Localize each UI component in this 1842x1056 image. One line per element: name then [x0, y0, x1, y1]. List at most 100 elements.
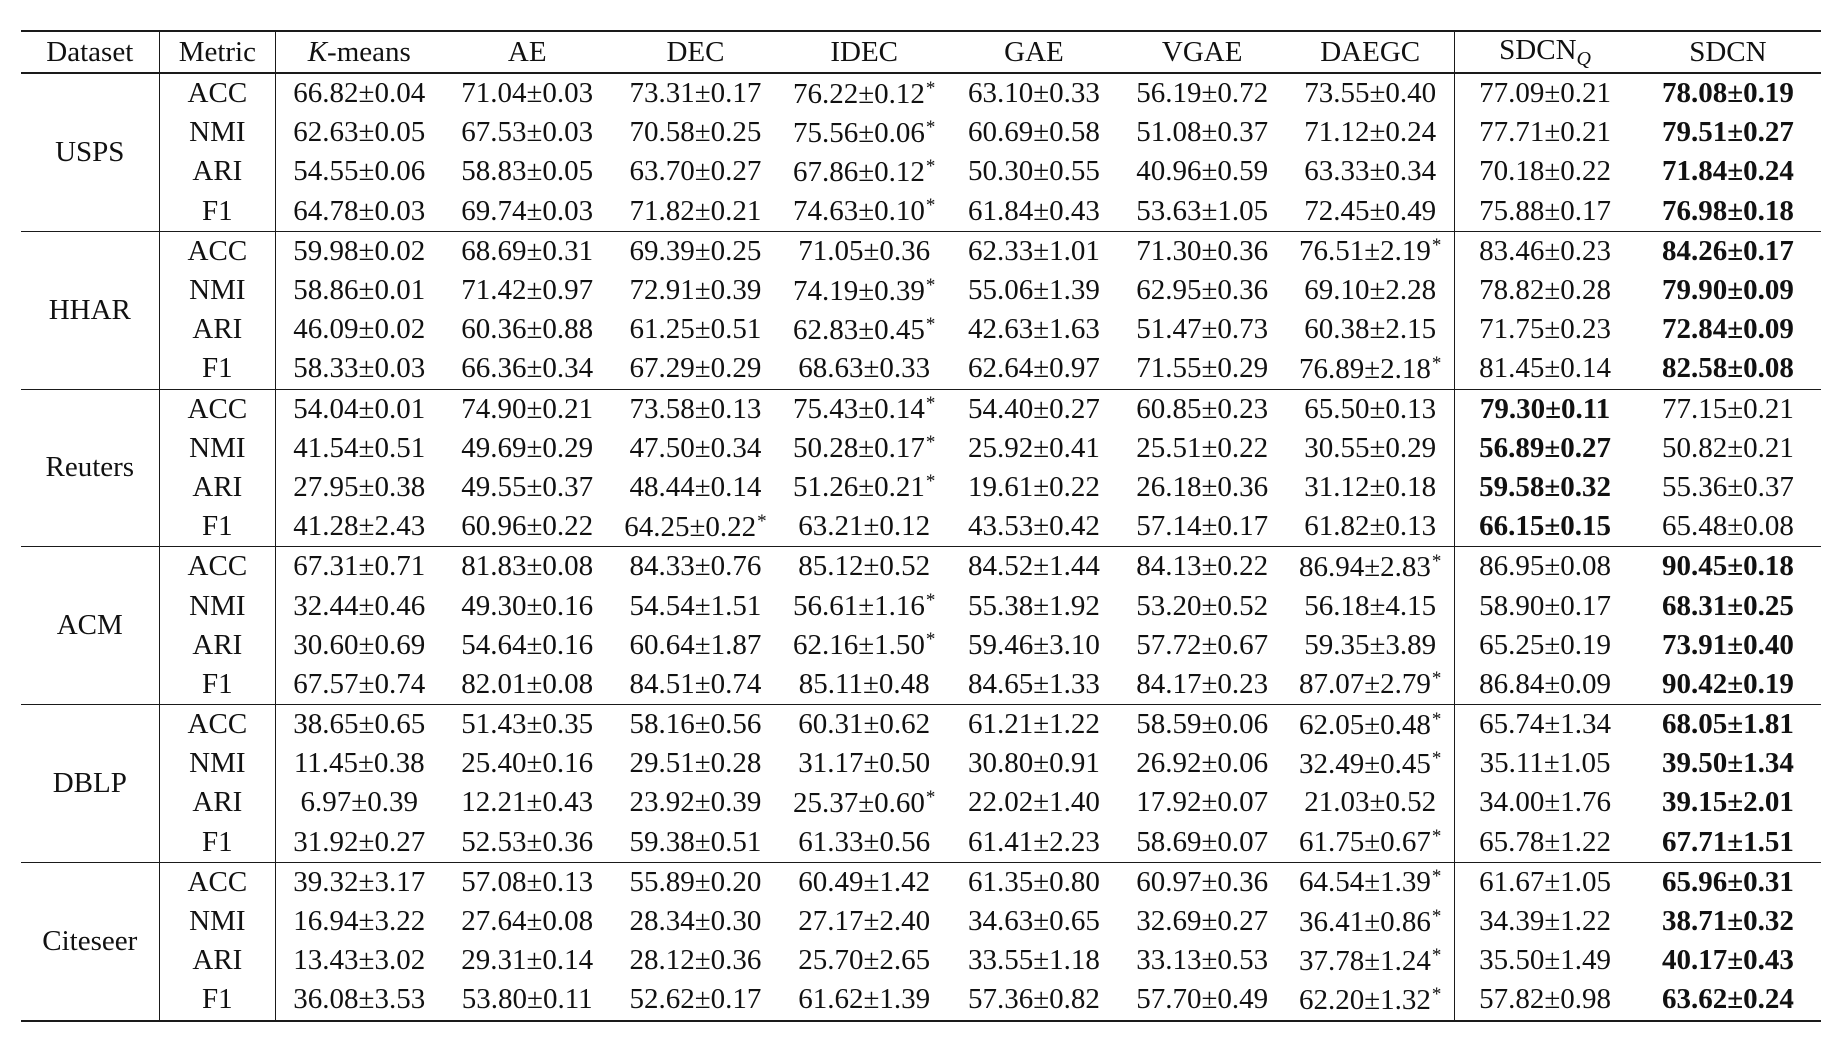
cell-value: 60.97±0.36 [1136, 865, 1269, 898]
cell-value: 90.45±0.18 [1661, 550, 1794, 583]
value-cell: 60.31±0.62 [779, 705, 950, 745]
value-cell: 62.16±1.50* [779, 626, 950, 665]
header-sdcnq: SDCNQ [1454, 30, 1635, 74]
value-cell: 67.53±0.03 [442, 113, 612, 152]
table-row: NMI 41.54±0.51 49.69±0.29 47.50±0.34 50.28±0… [21, 428, 1821, 468]
value-cell: 57.14±0.17 [1118, 507, 1287, 548]
table-row: F1 41.28±2.43 60.96±0.22 64.25±0.22* 63.21±0… [21, 507, 1821, 548]
header-sdcn: SDCN [1634, 30, 1821, 74]
significance-star: * [1431, 747, 1442, 769]
value-cell: 28.34±0.30 [612, 902, 779, 941]
cell-value: 82.01±0.08 [461, 667, 594, 700]
cell-value: 59.58±0.32 [1479, 470, 1612, 503]
cell-value: 62.20±1.32 [1298, 983, 1431, 1016]
cell-value: 69.39±0.25 [629, 234, 762, 267]
cell-value: 60.64±1.87 [629, 628, 762, 661]
significance-star: * [1431, 983, 1442, 1005]
cell-value: 68.63±0.33 [798, 352, 931, 385]
value-cell: 25.37±0.60* [779, 783, 950, 822]
value-cell: 61.82±0.13 [1286, 507, 1456, 548]
metric-name: ARI [159, 941, 277, 981]
value-cell: 84.51±0.74 [612, 664, 779, 705]
value-cell: 75.43±0.14* [779, 389, 950, 429]
header-sdcnq-base: SDCN [1499, 33, 1577, 66]
value-cell: 38.65±0.65 [276, 705, 443, 745]
cell-value: 28.34±0.30 [629, 905, 762, 938]
value-cell: 61.75±0.67* [1286, 822, 1456, 863]
dataset-name: HHAR [21, 231, 160, 390]
value-cell: 51.47±0.73 [1118, 310, 1286, 349]
cell-value: 86.95±0.08 [1479, 550, 1612, 583]
significance-star: * [1431, 708, 1442, 730]
table-row: Reuters ACC 54.04±0.01 74.90±0.21 73.58±0.13… [21, 389, 1821, 548]
value-cell: 65.96±0.31 [1635, 862, 1821, 902]
cell-value: 25.92±0.41 [968, 431, 1100, 464]
value-cell: 62.64±0.97 [949, 349, 1119, 390]
cell-value: 69.74±0.03 [461, 194, 594, 227]
cell-value: 47.50±0.34 [629, 431, 762, 464]
value-cell: 71.82±0.21 [612, 191, 779, 232]
cell-value: 60.69±0.58 [968, 116, 1100, 149]
metric-name: F1 [159, 980, 277, 1022]
cell-value: 58.33±0.03 [293, 352, 426, 385]
cell-value: 63.70±0.27 [629, 155, 762, 188]
value-cell: 65.74±1.34 [1455, 705, 1635, 745]
cell-value: 71.84±0.24 [1661, 155, 1794, 188]
header-kmeans: K-means [275, 30, 443, 74]
table-row: F1 58.33±0.03 66.36±0.34 67.29±0.29 68.63±0.… [21, 349, 1821, 390]
cell-value: 79.51±0.27 [1661, 116, 1794, 149]
table-row: F1 31.92±0.27 52.53±0.36 59.38±0.51 61.33±0.… [21, 822, 1821, 863]
cell-value: 6.97±0.39 [300, 786, 418, 819]
value-cell: 84.65±1.33 [949, 664, 1119, 705]
value-cell: 30.60±0.69 [276, 626, 443, 665]
value-cell: 25.51±0.22 [1118, 429, 1286, 468]
table-row: ARI 27.95±0.38 49.55±0.37 48.44±0.14 51.26±0… [21, 467, 1821, 508]
cell-value: 13.43±3.02 [293, 944, 426, 977]
cell-value: 32.49±0.45 [1298, 747, 1431, 780]
cell-value: 62.63±0.05 [293, 116, 426, 149]
cell-value: 65.25±0.19 [1479, 628, 1612, 661]
significance-star: * [925, 786, 936, 808]
cell-value: 72.84±0.09 [1661, 313, 1794, 346]
cell-value: 76.89±2.18 [1298, 352, 1431, 385]
cell-value: 64.25±0.22 [624, 510, 757, 543]
dataset-group: DBLP ACC 38.65±0.65 51.43±0.35 58.16±0.56 60.… [21, 704, 1821, 863]
cell-value: 54.04±0.01 [293, 392, 426, 425]
value-cell: 64.78±0.03 [275, 191, 443, 232]
value-cell: 59.58±0.32 [1455, 468, 1635, 507]
value-cell: 76.51±2.19* [1286, 231, 1456, 271]
value-cell: 16.94±3.22 [276, 902, 443, 941]
significance-star: * [925, 471, 936, 493]
cell-value: 65.78±1.22 [1479, 825, 1612, 858]
cell-value: 63.21±0.12 [798, 510, 931, 543]
value-cell: 40.96±0.59 [1118, 152, 1286, 191]
cell-value: 74.63±0.10 [792, 195, 925, 228]
value-cell: 48.44±0.14 [612, 468, 779, 507]
cell-value: 75.88±0.17 [1479, 194, 1612, 227]
value-cell: 39.32±3.17 [276, 862, 443, 902]
cell-value: 87.07±2.79 [1298, 668, 1431, 701]
cell-value: 62.33±1.01 [968, 234, 1100, 267]
cell-value: 49.55±0.37 [461, 470, 594, 503]
cell-value: 51.26±0.21 [792, 471, 925, 504]
value-cell: 63.10±0.33 [950, 73, 1119, 113]
value-cell: 60.38±2.15 [1286, 310, 1456, 350]
value-cell: 13.43±3.02 [276, 941, 443, 980]
value-cell: 75.56±0.06* [779, 113, 950, 152]
cell-value: 22.02±1.40 [968, 786, 1100, 819]
dataset-group: Citeseer ACC 39.32±3.17 57.08±0.13 55.89±0.2… [21, 862, 1821, 1022]
value-cell: 25.92±0.41 [950, 429, 1119, 468]
value-cell: 84.52±1.44 [950, 547, 1119, 587]
value-cell: 58.33±0.03 [275, 349, 443, 390]
value-cell: 6.97±0.39 [276, 783, 443, 822]
value-cell: 25.40±0.16 [442, 744, 612, 783]
value-cell: 77.09±0.21 [1455, 73, 1635, 113]
cell-value: 76.51±2.19 [1298, 235, 1431, 268]
value-cell: 73.58±0.13 [612, 389, 779, 429]
table-row: NMI 58.86±0.01 71.42±0.97 72.91±0.39 74.19±0… [21, 270, 1821, 311]
cell-value: 62.83±0.45 [792, 313, 925, 346]
value-cell: 63.21±0.12 [778, 507, 950, 548]
significance-star: * [1431, 905, 1442, 927]
value-cell: 65.25±0.19 [1455, 626, 1635, 665]
cell-value: 77.15±0.21 [1661, 392, 1794, 425]
